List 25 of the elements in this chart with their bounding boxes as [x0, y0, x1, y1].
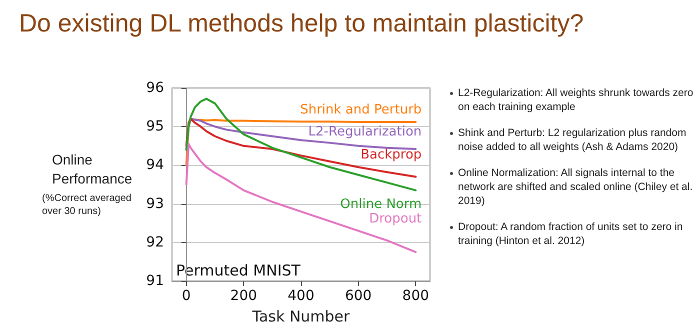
- y-axis-title: Online Performance: [52, 152, 132, 186]
- text: L2-Regularization: All weights shrunk towards zero on each training example: [458, 87, 694, 113]
- y-tick-label: 91: [146, 273, 164, 289]
- y-tick-label: 96: [146, 80, 164, 96]
- x-tick-label: 400: [288, 288, 314, 304]
- y-tick-label: 95: [146, 118, 164, 135]
- chart-title: Do existing DL methods help to maintain plasticity?: [19, 10, 584, 38]
- series-label: Backprop: [360, 148, 422, 163]
- x-axis-title: Task Number: [251, 308, 351, 326]
- x-tick-label: 200: [230, 288, 258, 304]
- x-tick-label: 800: [402, 288, 430, 304]
- series-label: Dropout: [369, 211, 422, 226]
- y-tick-label: 94: [146, 157, 164, 174]
- series-label: L2-Regularization: [308, 124, 422, 140]
- x-tick-label: 600: [344, 288, 372, 304]
- text: (%Correct averaged over 30 runs): [42, 193, 132, 217]
- text: Online Normalization: All signals internal to the network are shifted and scaled online (Chiley et al. 2019): [458, 167, 693, 207]
- series-label: Online Norm: [340, 196, 422, 212]
- y-tick-label: 92: [146, 234, 164, 250]
- text: Shink and Perturb: L2 regularization plus random noise added to all weights (Ash & Adams 2020): [458, 127, 686, 153]
- series-label: Shrink and Perturb: [300, 102, 422, 118]
- text: Dropout: A random fraction of units set to zero in training (Hinton et al. 2012): [458, 221, 683, 247]
- annotation: Permuted MNIST: [176, 262, 302, 280]
- x-tick-label: 0: [182, 288, 191, 304]
- y-tick-label: 93: [146, 196, 164, 212]
